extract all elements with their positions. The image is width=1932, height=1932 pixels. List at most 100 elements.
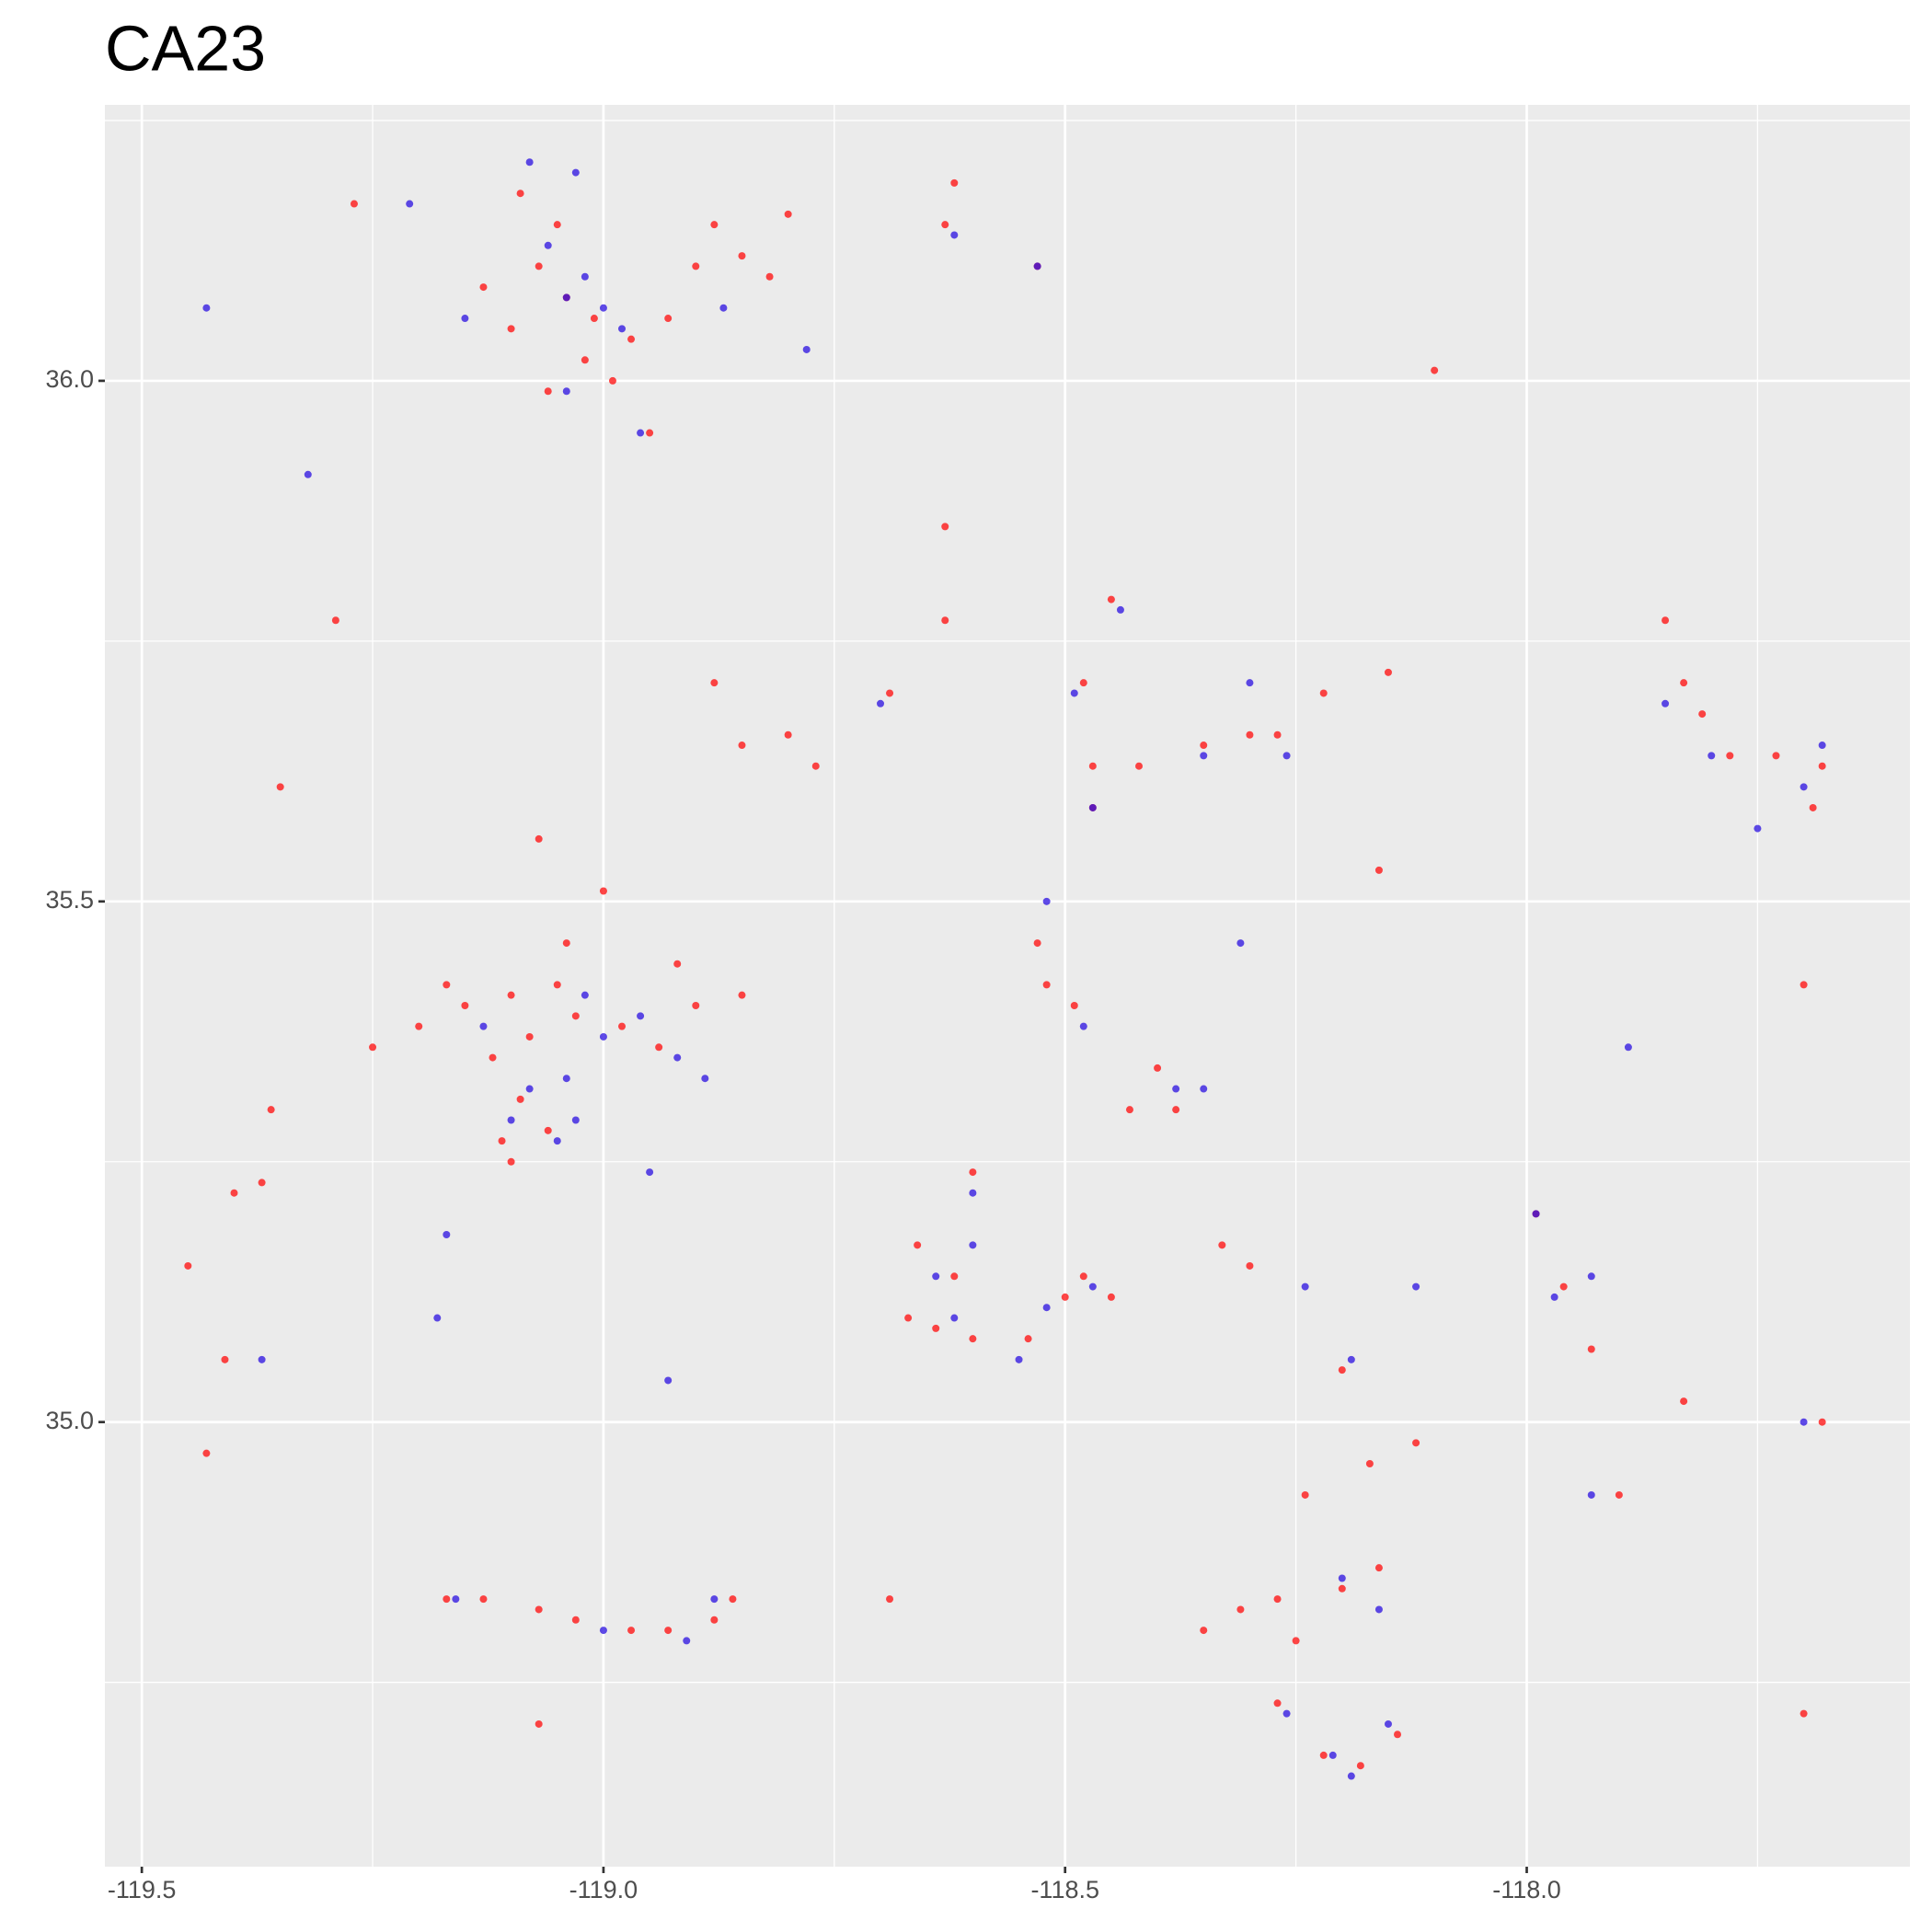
point <box>664 1627 673 1635</box>
point <box>627 1627 636 1635</box>
point <box>1125 1106 1133 1114</box>
point <box>637 1012 645 1020</box>
point <box>673 1053 682 1062</box>
point <box>1587 1490 1595 1499</box>
point <box>1301 1490 1309 1499</box>
point <box>443 1230 451 1238</box>
point <box>553 981 561 989</box>
point <box>1772 752 1780 760</box>
point <box>184 1261 192 1270</box>
point <box>1559 1282 1568 1291</box>
y-tick-label: 35.0 <box>45 1407 94 1434</box>
point <box>969 1241 977 1249</box>
point <box>516 190 524 198</box>
x-tick-label: -119.0 <box>569 1876 638 1903</box>
point <box>710 221 719 229</box>
point <box>350 200 358 208</box>
point <box>535 834 543 843</box>
point <box>1154 1064 1162 1072</box>
point <box>1088 1282 1097 1291</box>
point <box>1698 710 1707 719</box>
point <box>507 1157 515 1166</box>
point <box>969 1189 977 1197</box>
point <box>562 939 570 948</box>
point <box>525 1032 534 1041</box>
point <box>1042 1304 1051 1312</box>
point <box>553 221 561 229</box>
point <box>452 1595 460 1604</box>
point <box>1662 616 1670 625</box>
point <box>1015 1355 1023 1363</box>
point <box>202 1449 211 1457</box>
point <box>765 272 774 281</box>
point <box>562 387 570 396</box>
point <box>738 252 746 260</box>
point <box>1347 1772 1355 1780</box>
point <box>719 304 728 312</box>
point <box>1374 1605 1383 1614</box>
point <box>599 1627 607 1635</box>
point <box>738 742 746 750</box>
point <box>1356 1762 1364 1770</box>
chart-title: CA23 <box>105 12 266 84</box>
point <box>729 1595 737 1604</box>
point <box>571 1616 580 1624</box>
point <box>1200 742 1208 750</box>
point <box>544 1126 552 1134</box>
point <box>646 1168 654 1177</box>
point <box>1800 783 1808 791</box>
point <box>1024 1335 1032 1343</box>
point <box>618 325 627 333</box>
point <box>202 304 211 312</box>
point <box>1319 689 1328 697</box>
point <box>673 960 682 968</box>
point <box>1301 1282 1309 1291</box>
point <box>950 231 959 239</box>
point <box>276 783 284 791</box>
point <box>646 429 654 437</box>
point <box>710 679 719 687</box>
point <box>562 293 570 302</box>
point <box>1218 1241 1226 1249</box>
point <box>664 315 673 323</box>
point <box>1273 730 1282 739</box>
point <box>1070 1002 1078 1010</box>
point <box>1079 1022 1087 1030</box>
point <box>932 1324 940 1332</box>
point <box>608 376 616 385</box>
point <box>1624 1043 1632 1052</box>
point <box>461 1002 469 1010</box>
point <box>535 1719 543 1728</box>
point <box>590 315 598 323</box>
point <box>1431 366 1439 374</box>
point <box>599 304 607 312</box>
point <box>443 981 451 989</box>
point <box>1800 1418 1808 1426</box>
point <box>1282 752 1291 760</box>
point <box>433 1314 442 1322</box>
point <box>886 689 894 697</box>
y-tick-label: 35.5 <box>45 886 94 914</box>
point <box>950 1272 959 1281</box>
point <box>1236 1605 1245 1614</box>
point <box>692 1002 700 1010</box>
x-tick-label: -118.0 <box>1492 1876 1561 1903</box>
point <box>1587 1345 1595 1353</box>
point <box>950 178 959 187</box>
point <box>479 1022 488 1030</box>
point <box>1116 605 1124 614</box>
point <box>1532 1210 1540 1218</box>
point <box>784 730 792 739</box>
point <box>1079 679 1087 687</box>
point <box>618 1022 627 1030</box>
point <box>1708 752 1716 760</box>
point <box>1088 803 1097 811</box>
point <box>498 1137 506 1145</box>
point <box>1587 1272 1595 1281</box>
point <box>1754 824 1762 833</box>
point <box>479 283 488 292</box>
point <box>1412 1439 1420 1447</box>
point <box>1818 762 1826 770</box>
point <box>1818 1418 1826 1426</box>
point <box>581 356 589 364</box>
